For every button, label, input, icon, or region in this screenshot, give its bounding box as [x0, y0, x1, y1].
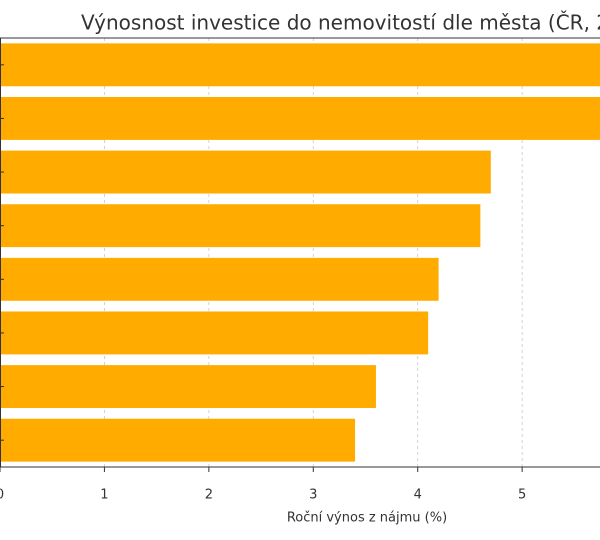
x-tick-label: 3 [309, 488, 317, 503]
x-tick-label: 5 [518, 488, 526, 503]
bar [0, 150, 491, 194]
x-tick-label: 1 [100, 488, 108, 503]
bar [0, 418, 356, 462]
x-tick-label: 2 [205, 488, 213, 503]
x-tick-label: 0 [0, 488, 4, 503]
bar [0, 204, 481, 248]
bar [0, 96, 600, 140]
bar [0, 311, 429, 355]
chart-title: Výnosnost investice do nemovitostí dle m… [81, 11, 600, 35]
x-axis-label: Roční výnos z nájmu (%) [287, 511, 447, 526]
bar [0, 257, 439, 301]
bar [0, 43, 600, 87]
bar [0, 365, 376, 409]
x-tick-label: 4 [414, 488, 422, 503]
